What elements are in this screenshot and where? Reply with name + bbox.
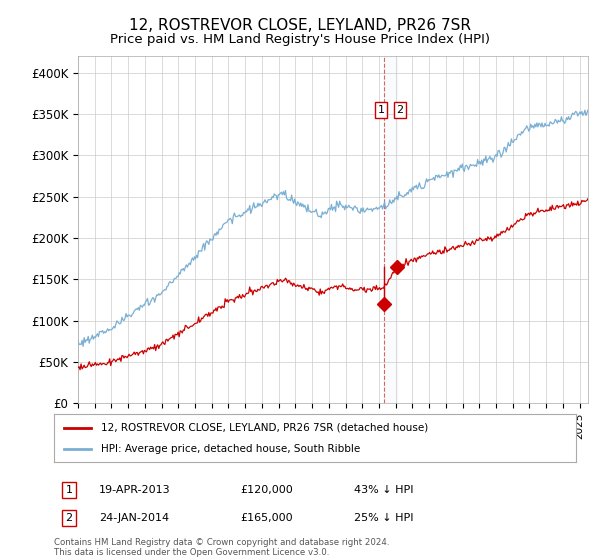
Text: Contains HM Land Registry data © Crown copyright and database right 2024.
This d: Contains HM Land Registry data © Crown c…	[54, 538, 389, 557]
Text: 1: 1	[65, 485, 73, 495]
Bar	[384, 56, 397, 403]
Text: 24-JAN-2014: 24-JAN-2014	[99, 513, 169, 523]
Text: £120,000: £120,000	[240, 485, 293, 495]
Text: 19-APR-2013: 19-APR-2013	[99, 485, 170, 495]
Text: 43% ↓ HPI: 43% ↓ HPI	[354, 485, 413, 495]
Text: HPI: Average price, detached house, South Ribble: HPI: Average price, detached house, Sout…	[101, 444, 360, 454]
Text: 12, ROSTREVOR CLOSE, LEYLAND, PR26 7SR: 12, ROSTREVOR CLOSE, LEYLAND, PR26 7SR	[129, 18, 471, 32]
Text: 1: 1	[377, 105, 385, 115]
Text: 12, ROSTREVOR CLOSE, LEYLAND, PR26 7SR (detached house): 12, ROSTREVOR CLOSE, LEYLAND, PR26 7SR (…	[101, 423, 428, 433]
Text: 2: 2	[65, 513, 73, 523]
Text: 25% ↓ HPI: 25% ↓ HPI	[354, 513, 413, 523]
Text: 2: 2	[397, 105, 403, 115]
Text: Price paid vs. HM Land Registry's House Price Index (HPI): Price paid vs. HM Land Registry's House …	[110, 32, 490, 46]
Text: £165,000: £165,000	[240, 513, 293, 523]
